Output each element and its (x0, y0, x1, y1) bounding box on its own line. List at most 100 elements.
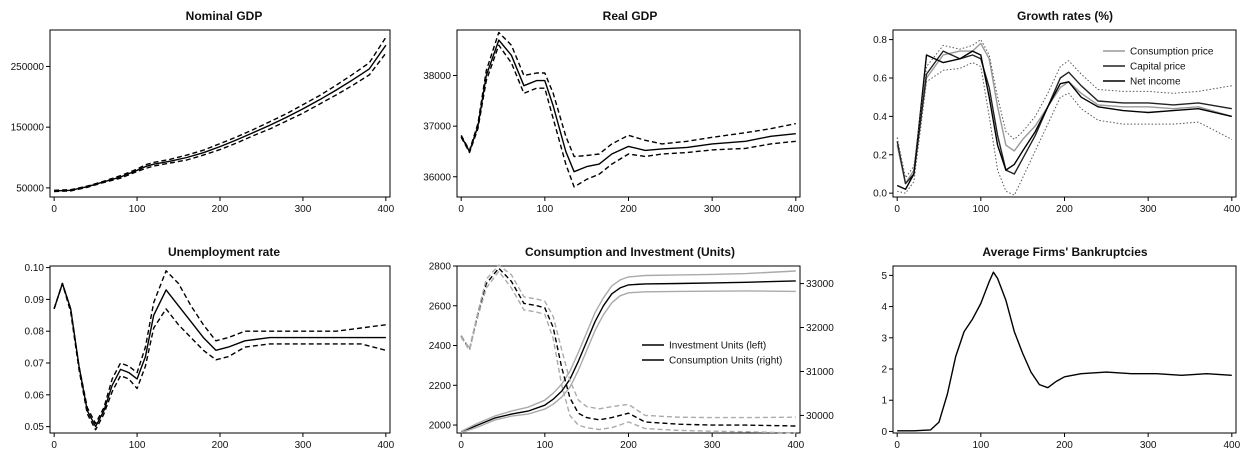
panel-firm-bankruptcies: Average Firms' Bankruptcies 0 100 200 300 40… (881, 245, 1240, 451)
series-line-1 (54, 36, 387, 191)
series-line-0 (460, 39, 796, 173)
y-tick-label: 0.10 (25, 263, 45, 274)
x-tick-label: 0 (458, 440, 464, 451)
y-tick-label: 2 (881, 365, 887, 376)
series-line-4 (897, 62, 1233, 196)
y-tick-label: 4 (881, 302, 887, 313)
y-tick-label: 1 (881, 396, 887, 407)
panel-title-firm-bankruptcies: Average Firms' Bankruptcies (982, 245, 1147, 259)
y-tick-label: 0.05 (25, 422, 45, 433)
x-tick-label: 100 (536, 440, 553, 451)
legend-label: Net income (1130, 77, 1181, 88)
series-line-5 (460, 270, 796, 434)
series-line-2 (896, 50, 1232, 191)
series-line-0 (897, 271, 1232, 432)
x-tick-label: 300 (704, 440, 721, 451)
y-tick-label: 0.06 (25, 390, 45, 401)
panel-consumption-investment: Consumption and Investment (Units) 0 100 2… (429, 245, 834, 451)
y-tick-label: 5 (881, 271, 887, 282)
y2-tick-label: 33000 (806, 279, 834, 290)
panel-title-unemployment-rate: Unemployment rate (168, 245, 280, 259)
series-line-2 (54, 52, 387, 193)
plot-frame (49, 29, 391, 198)
x-tick-label: 200 (620, 204, 637, 215)
legend-label: Consumption Units (right) (669, 356, 782, 367)
panel-title-real-gdp: Real GDP (603, 9, 658, 23)
series-line-0 (896, 42, 1232, 185)
y2-tick-label: 31000 (806, 367, 834, 378)
series-line-1 (53, 270, 386, 425)
panel-unemployment-rate: Unemployment rate 0 100 200 300 400 0.05 0.06 0… (25, 245, 395, 451)
y-tick-label: 2400 (429, 341, 452, 352)
panel-growth-rates: Growth rates (%) 0 100 200 300 400 0.0 0.2 0.4 0… (873, 9, 1241, 215)
x-tick-label: 400 (1223, 440, 1240, 451)
y-tick-label: 36000 (423, 172, 451, 183)
series-line-0 (460, 280, 796, 433)
y-tick-label: 37000 (423, 122, 451, 133)
legend-label: Capital price (1130, 62, 1186, 73)
y2-tick-label: 32000 (806, 323, 834, 334)
x-tick-label: 100 (972, 440, 989, 451)
series-line-3 (896, 39, 1232, 179)
y-tick-label: 0.07 (25, 359, 45, 370)
y-tick-label: 250000 (11, 62, 45, 73)
y-tick-label: 0.0 (873, 189, 887, 200)
plot-frame (892, 265, 1237, 434)
y-tick-label: 2000 (429, 421, 452, 432)
x-tick-label: 300 (1140, 204, 1157, 215)
panel-real-gdp: Real GDP 0 100 200 300 400 36000 37000 38000 (423, 9, 804, 215)
y-tick-label: 0.08 (25, 327, 45, 338)
series-line-4 (460, 264, 796, 419)
x-tick-label: 300 (1140, 440, 1157, 451)
x-tick-label: 200 (212, 440, 229, 451)
x-tick-label: 300 (295, 440, 312, 451)
x-tick-label: 200 (1056, 440, 1073, 451)
series-line-2 (53, 282, 387, 431)
series-line-0 (54, 44, 387, 192)
panel-nominal-gdp: Nominal GDP 0 100 200 300 400 50000 150000 2500… (11, 9, 395, 215)
y-tick-label: 38000 (423, 71, 451, 82)
x-tick-label: 400 (378, 440, 395, 451)
x-tick-label: 300 (295, 204, 312, 215)
y-tick-label: 2600 (429, 301, 452, 312)
x-tick-label: 0 (51, 440, 57, 451)
x-tick-label: 0 (51, 204, 57, 215)
y-tick-label: 150000 (11, 123, 45, 134)
x-tick-label: 400 (378, 204, 395, 215)
legend-label: Investment Units (left) (669, 341, 766, 352)
y-tick-label: 2200 (429, 381, 452, 392)
x-tick-label: 200 (212, 204, 229, 215)
y-tick-label: 3 (881, 333, 887, 344)
x-tick-label: 400 (787, 204, 804, 215)
series-line-1 (896, 50, 1232, 185)
y-tick-label: 50000 (16, 183, 44, 194)
series-line-1 (460, 31, 796, 158)
x-tick-label: 100 (536, 204, 553, 215)
x-tick-label: 200 (620, 440, 637, 451)
y-tick-label: 0.6 (873, 73, 887, 84)
x-tick-label: 100 (129, 204, 146, 215)
panel-title-consumption-investment: Consumption and Investment (Units) (525, 245, 735, 259)
x-tick-label: 400 (787, 440, 804, 451)
series-line-0 (53, 282, 386, 428)
panel-title-growth-rates: Growth rates (%) (1017, 9, 1113, 23)
x-tick-label: 400 (1223, 204, 1240, 215)
y-tick-label: 0.09 (25, 295, 45, 306)
x-tick-label: 100 (129, 440, 146, 451)
x-tick-label: 300 (704, 204, 721, 215)
y-tick-label: 0 (881, 427, 887, 438)
x-tick-label: 100 (972, 204, 989, 215)
y-tick-label: 0.4 (873, 112, 887, 123)
series-line-2 (460, 290, 796, 434)
x-tick-label: 0 (894, 440, 900, 451)
y2-tick-label: 30000 (806, 411, 834, 422)
series-line-1 (460, 270, 796, 433)
x-tick-label: 200 (1056, 204, 1073, 215)
y-tick-label: 2800 (429, 262, 452, 273)
x-tick-label: 0 (458, 204, 464, 215)
x-tick-label: 0 (894, 204, 900, 215)
panel-title-nominal-gdp: Nominal GDP (186, 9, 263, 23)
y-tick-label: 0.2 (873, 150, 887, 161)
plot-frame (456, 29, 801, 198)
